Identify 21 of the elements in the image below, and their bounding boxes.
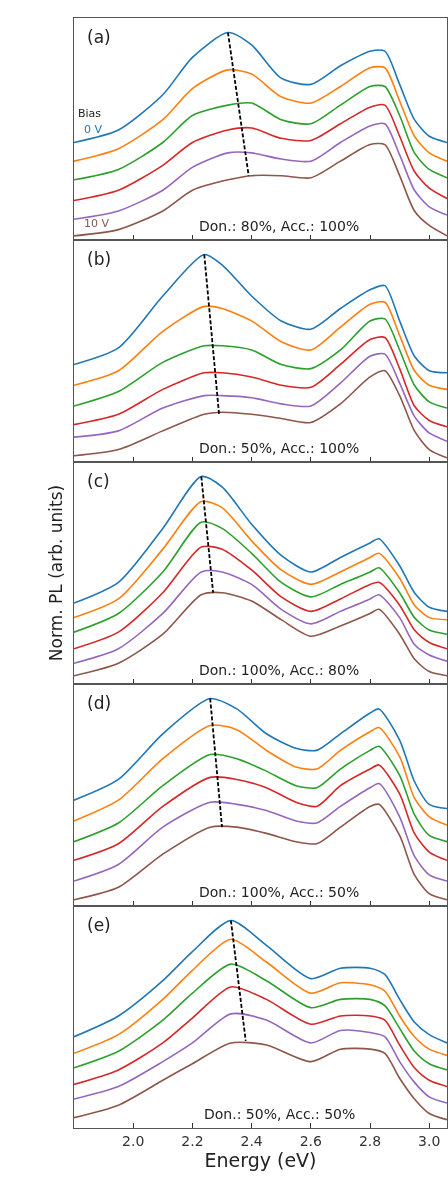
- x-tick-label: 2.8: [358, 1132, 382, 1149]
- annotation: (e): [87, 915, 111, 935]
- x-tick-label: 2.0: [122, 1132, 145, 1149]
- annotation: Don.: 80%, Acc.: 100%: [199, 218, 360, 234]
- annotation: (c): [87, 471, 110, 491]
- series-label: 10 V: [84, 217, 110, 230]
- x-tick-label: 2.4: [240, 1132, 263, 1149]
- annotation: (d): [87, 693, 112, 713]
- legend-title: Bias: [78, 107, 102, 120]
- x-tick-label: 2.6: [299, 1132, 323, 1149]
- y-axis-title: Norm. PL (arb. units): [45, 484, 66, 662]
- annotation: Don.: 100%, Acc.: 80%: [199, 662, 360, 678]
- annotation: (b): [87, 249, 112, 269]
- annotation: Don.: 50%, Acc.: 50%: [204, 1106, 356, 1122]
- x-tick-label: 3.0: [418, 1132, 441, 1149]
- x-tick-label: 2.2: [181, 1132, 204, 1149]
- annotation: (a): [87, 27, 111, 47]
- series-label: 0 V: [84, 123, 103, 136]
- annotation: Don.: 50%, Acc.: 100%: [199, 440, 360, 456]
- x-axis-title: Energy (eV): [204, 1148, 317, 1171]
- annotation: Don.: 100%, Acc.: 50%: [199, 884, 360, 900]
